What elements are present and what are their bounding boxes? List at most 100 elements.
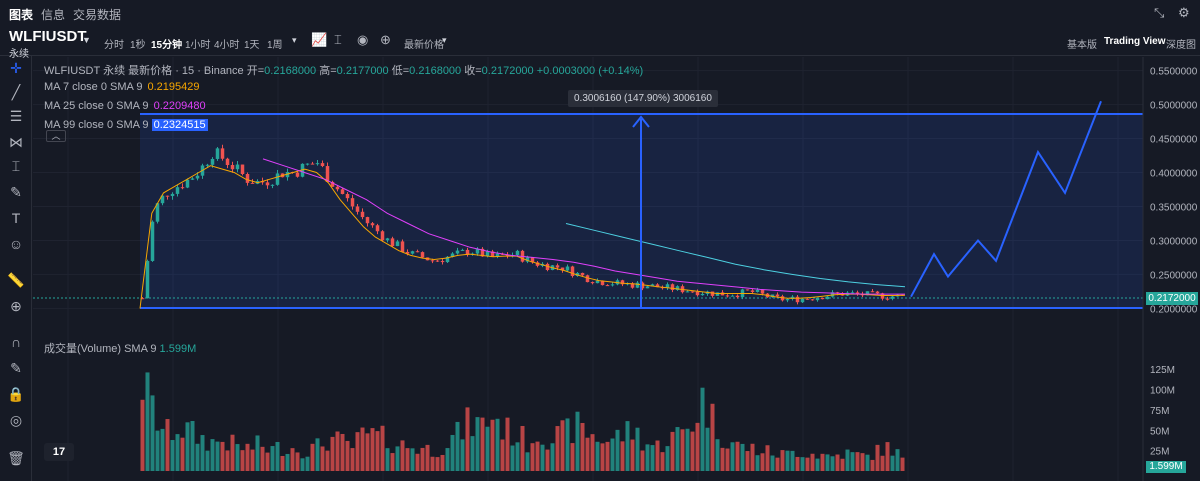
volume-bar	[730, 442, 735, 471]
brush-icon[interactable]: ✎	[10, 184, 22, 200]
candle-body	[475, 248, 480, 254]
eye-icon[interactable]: ◎	[9, 412, 23, 428]
candle-body	[385, 238, 390, 241]
horizontal-lines-icon[interactable]: ☰	[9, 108, 23, 124]
price-type-select[interactable]: 最新价格	[404, 40, 444, 51]
timeframe-4h[interactable]: 4小时	[214, 40, 240, 51]
volume-legend[interactable]: 成交量(Volume) SMA 9 1.599M	[44, 340, 196, 356]
timeframe-more-icon[interactable]: ▾	[292, 35, 297, 45]
timeframe-1d[interactable]: 1天	[244, 40, 260, 51]
text-icon[interactable]: T	[11, 210, 21, 226]
candle-body	[670, 284, 675, 291]
price-axis-label: 0.3000000	[1150, 236, 1198, 247]
pattern-icon[interactable]: ⋈	[9, 134, 23, 150]
low-value: 0.2168000	[409, 65, 462, 77]
candle-body	[275, 173, 280, 185]
candle-body	[195, 175, 200, 179]
lock-drawings-icon[interactable]: ✎	[10, 360, 22, 376]
candle-body	[295, 172, 300, 177]
ruler-icon[interactable]: 📏	[7, 272, 25, 288]
tab-info[interactable]: 信息	[41, 8, 66, 22]
candle-body	[535, 262, 540, 266]
candle-body	[610, 284, 615, 286]
open-label: 开=	[246, 65, 265, 77]
zoom-in-icon[interactable]: ⊕	[10, 298, 22, 314]
volume-bar	[580, 422, 585, 471]
volume-bar	[435, 457, 440, 471]
volume-axis-label: 125M	[1150, 365, 1175, 376]
volume-bar	[230, 434, 235, 471]
timeframe-1s[interactable]: 1秒	[130, 40, 146, 51]
chart-type-icon[interactable]: 📈	[311, 32, 328, 47]
lock-icon[interactable]: 🔒	[7, 386, 25, 402]
projection-line[interactable]	[910, 100, 1102, 298]
high-label: 高=	[319, 65, 337, 77]
candle-body	[795, 296, 800, 303]
volume-bar	[810, 453, 815, 471]
legend-collapse-button[interactable]: ︿	[46, 130, 66, 142]
candle-body	[890, 296, 895, 299]
symbol-dropdown-icon[interactable]: ▼	[82, 35, 91, 45]
close-label: 收=	[464, 65, 482, 77]
candle-body	[700, 293, 705, 296]
volume-bar	[410, 448, 415, 471]
settings-icon[interactable]: ⚙	[1178, 5, 1190, 20]
add-indicator-icon[interactable]: ⊕	[380, 32, 391, 47]
emoji-icon[interactable]: ☺	[8, 236, 24, 252]
view-depth[interactable]: 深度图	[1166, 40, 1196, 51]
symbol-name[interactable]: WLFIUSDT	[9, 28, 87, 45]
volume-bar	[665, 446, 670, 471]
volume-bar	[220, 441, 225, 471]
tab-chart[interactable]: 图表	[9, 8, 34, 22]
timeframe-15m[interactable]: 15分钟	[151, 40, 183, 51]
volume-bar	[835, 454, 840, 471]
candle-body	[505, 254, 510, 257]
price-type-dropdown-icon[interactable]: ▾	[442, 35, 447, 45]
magnet-icon[interactable]: ∩	[10, 334, 22, 350]
candle-body	[420, 252, 425, 258]
candle-body	[750, 290, 755, 292]
candle-body	[360, 211, 365, 218]
candle-style-icon[interactable]: ⌶	[334, 32, 342, 47]
price-chart[interactable]: 0.5500000 0.5000000 0.4500000 0.4000000 0.35…	[33, 57, 1200, 481]
volume-bar	[800, 457, 805, 471]
volume-bar	[430, 456, 435, 471]
trash-icon[interactable]: 🗑	[7, 450, 25, 466]
chart-area[interactable]: 0.5500000 0.5000000 0.4500000 0.4000000 0.35…	[33, 57, 1200, 481]
view-basic[interactable]: 基本版	[1067, 40, 1097, 51]
candle-body	[300, 163, 305, 177]
candle-body	[640, 282, 645, 289]
crosshair-icon[interactable]: ✛	[10, 60, 22, 76]
tradingview-logo[interactable]: 17	[44, 443, 74, 461]
price-axis-label: 0.2500000	[1150, 270, 1198, 281]
timeframe-1h[interactable]: 1小时	[185, 40, 211, 51]
candle-body	[455, 250, 460, 254]
volume-bar	[140, 399, 145, 471]
volume-bar	[630, 439, 635, 471]
ma99-legend[interactable]: MA 99 close 0 SMA 9 0.2324515	[44, 119, 208, 131]
timeframe-tick[interactable]: 分时	[104, 40, 124, 51]
candle-body	[230, 165, 235, 170]
ma7-legend[interactable]: MA 7 close 0 SMA 9 0.2195429	[44, 81, 202, 93]
volume-bar	[350, 448, 355, 471]
volume-bar	[565, 418, 570, 471]
volume-bar	[280, 455, 285, 471]
timeframe-1w[interactable]: 1周	[267, 40, 283, 51]
view-tradingview[interactable]: Trading View	[1104, 36, 1166, 47]
ma25-legend[interactable]: MA 25 close 0 SMA 9 0.2209480	[44, 100, 208, 112]
collapse-icon[interactable]: ⤡	[1154, 5, 1165, 20]
tab-trading-data[interactable]: 交易数据	[73, 8, 122, 22]
volume-bar	[415, 453, 420, 471]
camera-icon[interactable]: ◉	[357, 32, 369, 47]
measure-tool-icon[interactable]: ⌶	[11, 158, 21, 174]
candle-body	[710, 291, 715, 296]
price-axis-label: 0.3500000	[1150, 202, 1198, 213]
candle-body	[140, 298, 145, 300]
volume-bar	[895, 449, 900, 471]
volume-bar	[690, 431, 695, 471]
candle-body	[355, 206, 360, 212]
volume-bar	[550, 443, 555, 471]
trendline-icon[interactable]: ╱	[11, 84, 21, 100]
volume-bar	[845, 449, 850, 471]
volume-bar	[235, 444, 240, 471]
